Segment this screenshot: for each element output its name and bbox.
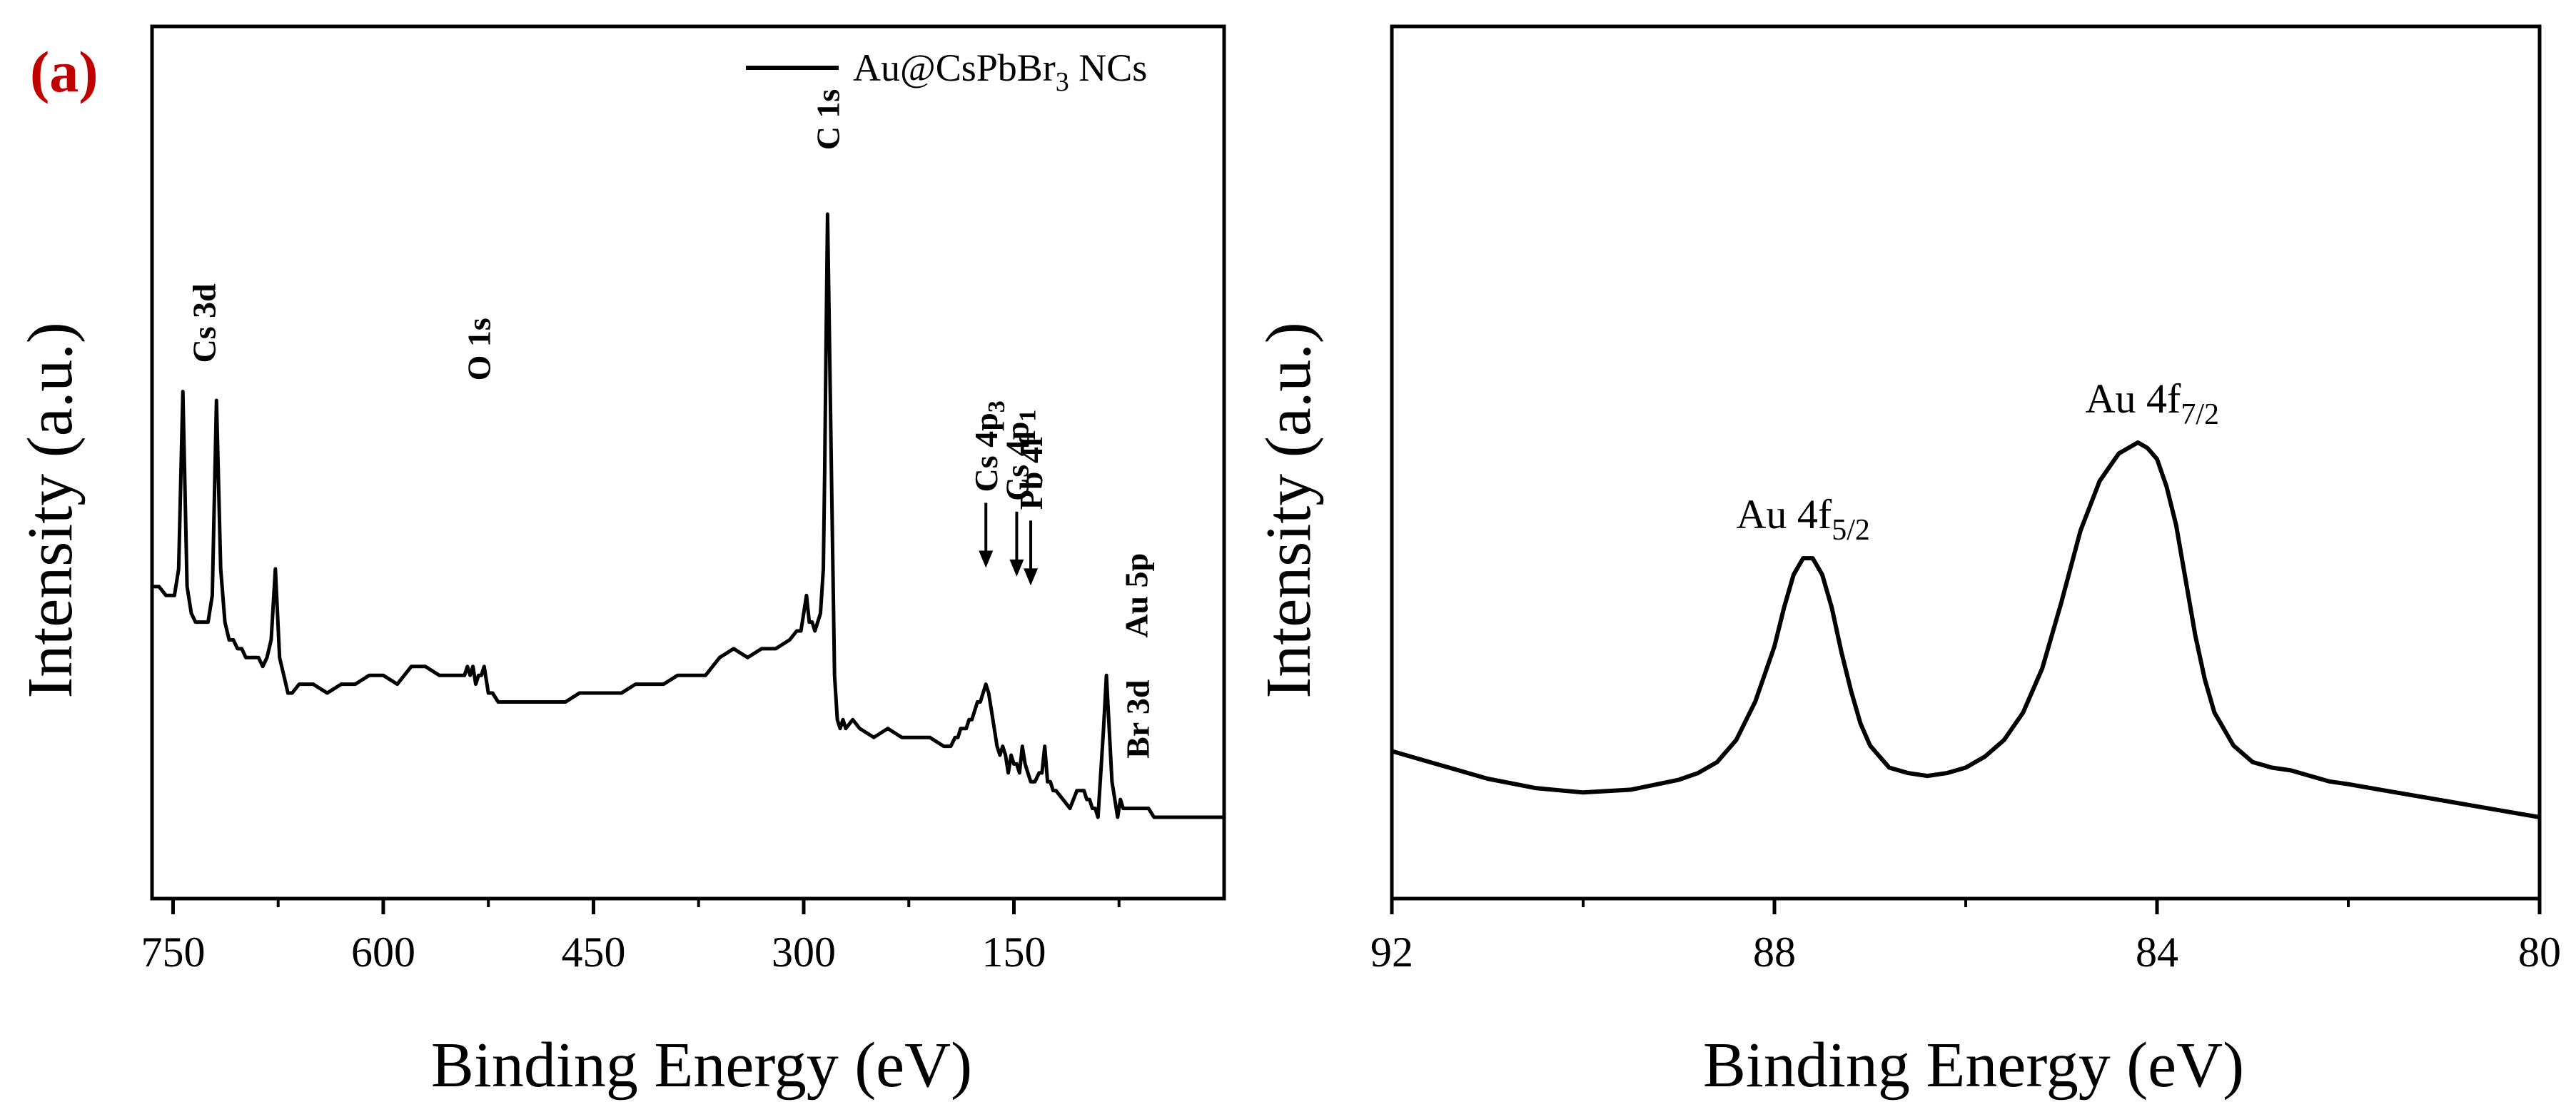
panel-b-au4f-spectrum: Intensity (a.u.) Binding Energy (eV) 92 8… [1253, 24, 2561, 1101]
x-tick-label: 88 [1753, 929, 1796, 976]
peak-label: Br 3d [1120, 679, 1156, 759]
panel-a-series-line [152, 212, 1224, 819]
x-tick-label: 84 [2136, 929, 2178, 976]
panel-a-legend: Au@CsPbBr3 NCs [746, 46, 1147, 97]
panel-b-x-axis-label: Binding Energy (eV) [1703, 1030, 2244, 1101]
peak-label: Cs 3d [186, 283, 223, 363]
peak-label: Au 4f7/2 [2086, 375, 2219, 431]
peak-label: C 1s [809, 89, 846, 151]
panel-a-survey-spectrum: (a) Intensity (a.u.) Binding Energy (eV)… [15, 24, 1226, 1101]
panel-b-y-axis-label: Intensity (a.u.) [1253, 322, 1324, 698]
panel-b-plot-frame [1390, 24, 2542, 901]
panel-a-legend-entry: Au@CsPbBr3 NCs [853, 46, 1147, 97]
panel-b-x-ticks: 92 88 84 80 [1370, 899, 2561, 976]
peak-label: Cs 4p1 [999, 410, 1041, 501]
x-tick-label: 750 [141, 929, 205, 976]
panel-a-x-axis-label: Binding Energy (eV) [431, 1030, 972, 1101]
x-tick-label: 92 [1370, 929, 1413, 976]
peak-label: Cs 4p3 [968, 400, 1010, 492]
panel-b-series-line [1391, 440, 2540, 819]
x-tick-label: 300 [772, 929, 836, 976]
panel-a-plot-frame [150, 24, 1226, 901]
peak-label: Au 5p [1118, 553, 1154, 638]
peak-arrow-head [1024, 568, 1039, 586]
peak-label: Au 4f5/2 [1737, 491, 1870, 547]
panel-a-x-ticks: 750 600 450 300 150 [141, 899, 1121, 976]
peak-label: O 1s [460, 318, 497, 380]
x-tick-label: 150 [981, 929, 1046, 976]
panel-a-y-axis-label: Intensity (a.u.) [15, 322, 86, 698]
peak-arrow-head [979, 550, 994, 568]
panel-b-peak-annotations: Au 4f5/2 Au 4f7/2 [1737, 375, 2219, 547]
x-tick-label: 80 [2518, 929, 2561, 976]
x-tick-label: 450 [561, 929, 625, 976]
peak-arrow-head [1009, 559, 1024, 577]
panel-a-label: (a) [30, 39, 99, 104]
x-tick-label: 600 [351, 929, 415, 976]
peak-label: Pb 4f [1013, 435, 1049, 510]
